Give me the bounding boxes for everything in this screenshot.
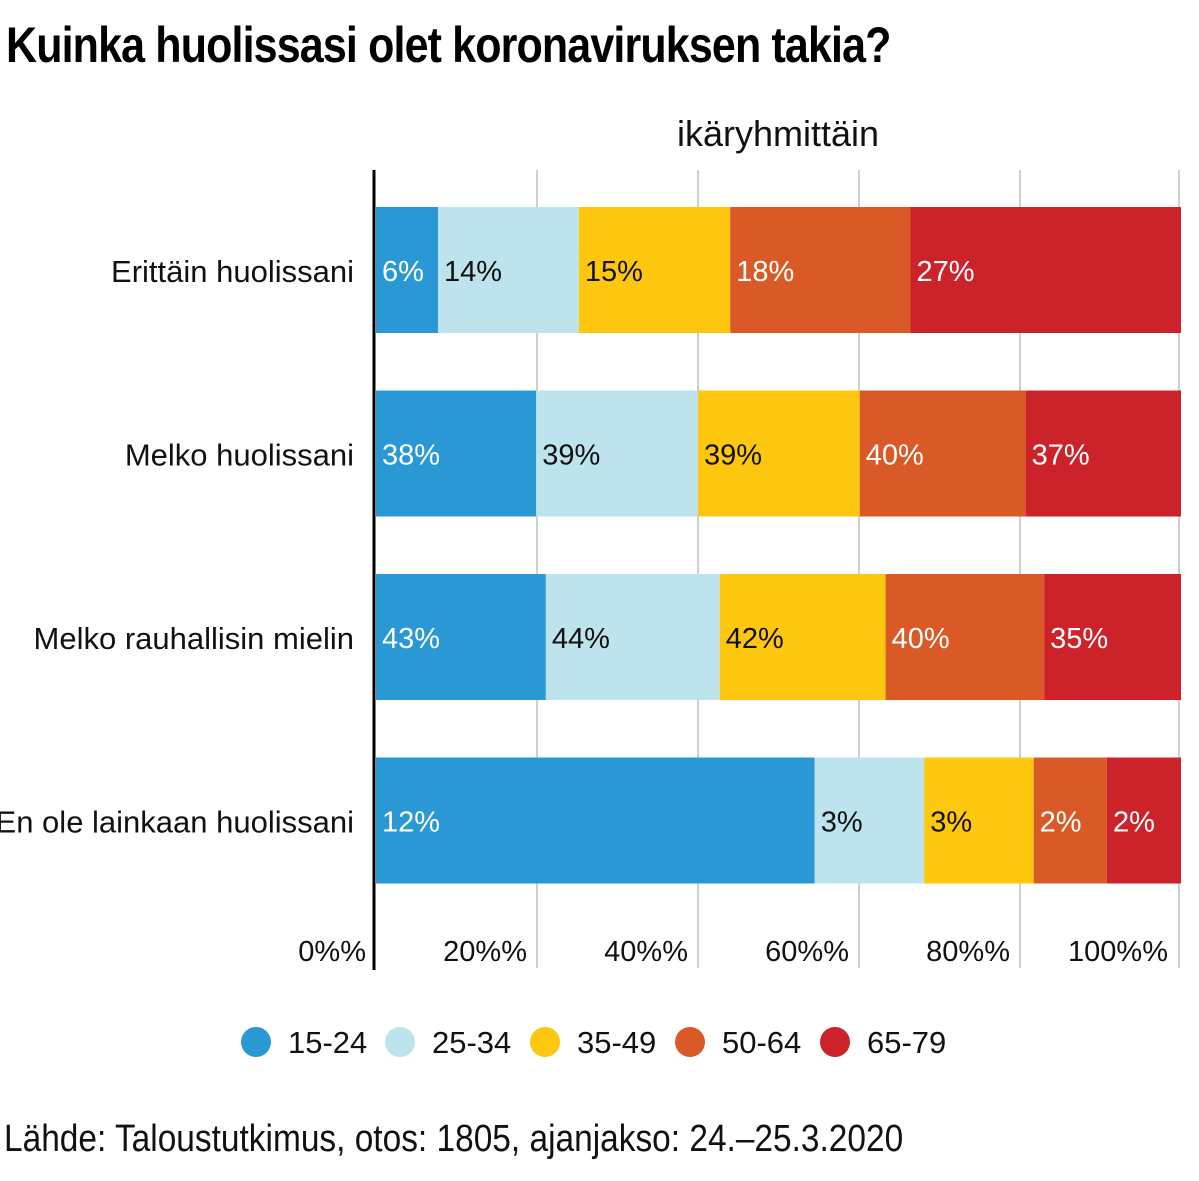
data-label: 40% (892, 623, 950, 655)
bar-segment (730, 207, 911, 333)
legend-label: 25-34 (432, 1025, 511, 1060)
x-tick-label: 40%% (604, 936, 688, 968)
bar-segment (859, 390, 1026, 517)
category-label: Melko rauhallisin mielin (34, 621, 354, 656)
bar-segment (1106, 757, 1181, 884)
bar-segment (437, 207, 579, 333)
x-tick-label: 20%% (443, 936, 527, 968)
data-label: 39% (542, 440, 600, 472)
x-tick-label: 100%% (1068, 936, 1168, 968)
bar-segment (376, 757, 815, 884)
bar-segment (536, 390, 698, 517)
bar-segment (924, 757, 1034, 884)
bar-segment (814, 757, 925, 884)
x-tick-label: 80%% (926, 936, 1010, 968)
data-label: 14% (444, 256, 502, 288)
data-label: 37% (1032, 440, 1090, 472)
bar-segment (910, 207, 1181, 333)
bar-segment (1044, 574, 1181, 700)
chart-subtitle: ikäryhmittäin (677, 113, 879, 154)
legend-swatch (385, 1027, 415, 1057)
data-label: 35% (1050, 623, 1108, 655)
data-label: 42% (726, 623, 784, 655)
bar-segment (885, 574, 1045, 700)
data-label: 3% (930, 807, 972, 839)
data-label: 2% (1040, 807, 1082, 839)
bar-segment (1025, 390, 1181, 517)
bar-segment (698, 390, 860, 517)
bar-segment (1033, 757, 1107, 884)
bar-segment (719, 574, 886, 700)
data-label: 38% (382, 440, 440, 472)
bar-segment (376, 207, 438, 333)
legend-label: 65-79 (867, 1025, 946, 1060)
data-label: 27% (917, 256, 975, 288)
x-tick-label: 0%% (298, 936, 366, 968)
bar-segment (376, 390, 537, 517)
legend-label: 50-64 (722, 1025, 801, 1060)
bar-segment (376, 574, 546, 700)
data-label: 15% (585, 256, 643, 288)
source-note: Lähde: Taloustutkimus, otos: 1805, ajanj… (4, 1118, 904, 1160)
chart-title: Kuinka huolissasi olet koronaviruksen ta… (6, 17, 891, 73)
data-label: 12% (382, 807, 440, 839)
category-label: Erittäin huolissani (111, 254, 354, 289)
bar-segment (578, 207, 731, 333)
legend-label: 35-49 (577, 1025, 656, 1060)
data-label: 40% (866, 440, 924, 472)
data-label: 39% (704, 440, 762, 472)
category-label: En ole lainkaan huolissani (0, 805, 354, 840)
category-label: Melko huolissani (125, 438, 354, 473)
legend-label: 15-24 (288, 1025, 367, 1060)
legend-swatch (675, 1027, 705, 1057)
x-tick-label: 60%% (765, 936, 849, 968)
data-label: 18% (736, 256, 794, 288)
bar-segment (545, 574, 720, 700)
legend-swatch (530, 1027, 560, 1057)
data-label: 3% (821, 807, 863, 839)
data-label: 43% (382, 623, 440, 655)
stacked-bar-chart: ikäryhmittäin Erittäin huolissani 6% 14% 15… (0, 113, 1181, 1060)
legend-swatch (820, 1027, 850, 1057)
data-label: 44% (552, 623, 610, 655)
data-label: 6% (382, 256, 424, 288)
legend-swatch (241, 1027, 271, 1057)
data-label: 2% (1113, 807, 1155, 839)
